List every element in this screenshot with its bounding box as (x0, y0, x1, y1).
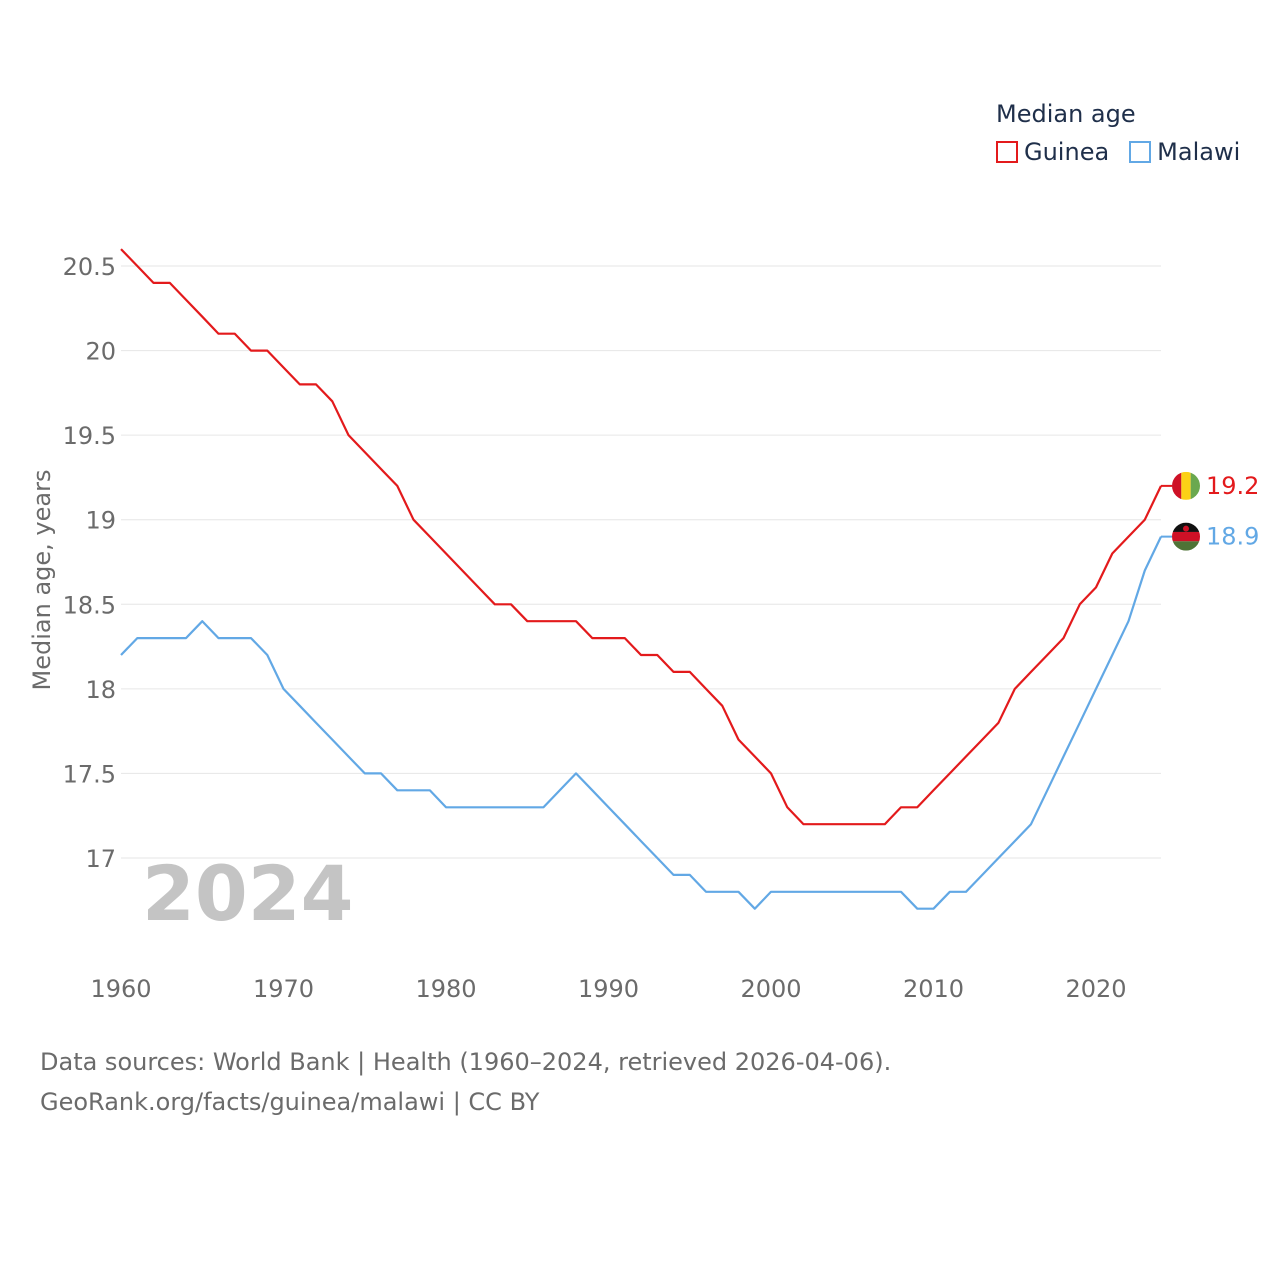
x-axis-ticks: 1960 1970 1980 1990 2000 2010 2020 (90, 975, 1126, 1003)
legend-item-malawi[interactable]: Malawi (1129, 138, 1240, 166)
y-tick-17.5: 17.5 (63, 760, 116, 788)
x-tick-1960: 1960 (90, 975, 151, 1003)
legend-swatch-guinea (996, 141, 1018, 163)
y-tick-18.5: 18.5 (63, 591, 116, 619)
x-tick-1990: 1990 (578, 975, 639, 1003)
y-tick-19.5: 19.5 (63, 422, 116, 450)
gridlines (121, 265, 1161, 859)
series-line-malawi (120, 536, 1162, 910)
y-axis-ticks: 17 17.5 18 18.5 19 19.5 20 20.5 (63, 253, 116, 873)
footer-attribution: GeoRank.org/facts/guinea/malawi | CC BY (40, 1088, 540, 1116)
legend-item-guinea[interactable]: Guinea (996, 138, 1109, 166)
x-tick-2010: 2010 (903, 975, 964, 1003)
legend-title: Median age (996, 100, 1136, 128)
series-end-markers: 19.2 18.9 (1161, 471, 1259, 551)
legend: Median age Guinea Malawi (996, 100, 1240, 166)
y-tick-20.5: 20.5 (63, 253, 116, 281)
footer: Data sources: World Bank | Health (1960–… (40, 1042, 891, 1122)
series-line-guinea (120, 248, 1162, 826)
y-tick-19: 19 (85, 507, 116, 535)
legend-label-malawi: Malawi (1157, 138, 1241, 166)
y-tick-17: 17 (85, 845, 116, 873)
x-tick-2000: 2000 (740, 975, 801, 1003)
series-lines (120, 248, 1162, 910)
legend-label-guinea: Guinea (1024, 138, 1110, 166)
y-tick-20: 20 (85, 338, 116, 366)
guinea-flag-icon (1172, 471, 1200, 500)
x-tick-1970: 1970 (253, 975, 314, 1003)
end-label-malawi: 18.9 (1206, 523, 1259, 551)
year-watermark: 2024 (142, 849, 354, 938)
legend-swatch-malawi (1129, 141, 1152, 163)
y-axis-label: Median age, years (28, 470, 56, 691)
y-tick-18: 18 (85, 676, 116, 704)
footer-sources: Data sources: World Bank | Health (1960–… (40, 1048, 892, 1076)
malawi-flag-icon (1172, 522, 1200, 551)
end-label-guinea: 19.2 (1206, 472, 1259, 500)
x-tick-2020: 2020 (1065, 975, 1126, 1003)
x-tick-1980: 1980 (415, 975, 476, 1003)
